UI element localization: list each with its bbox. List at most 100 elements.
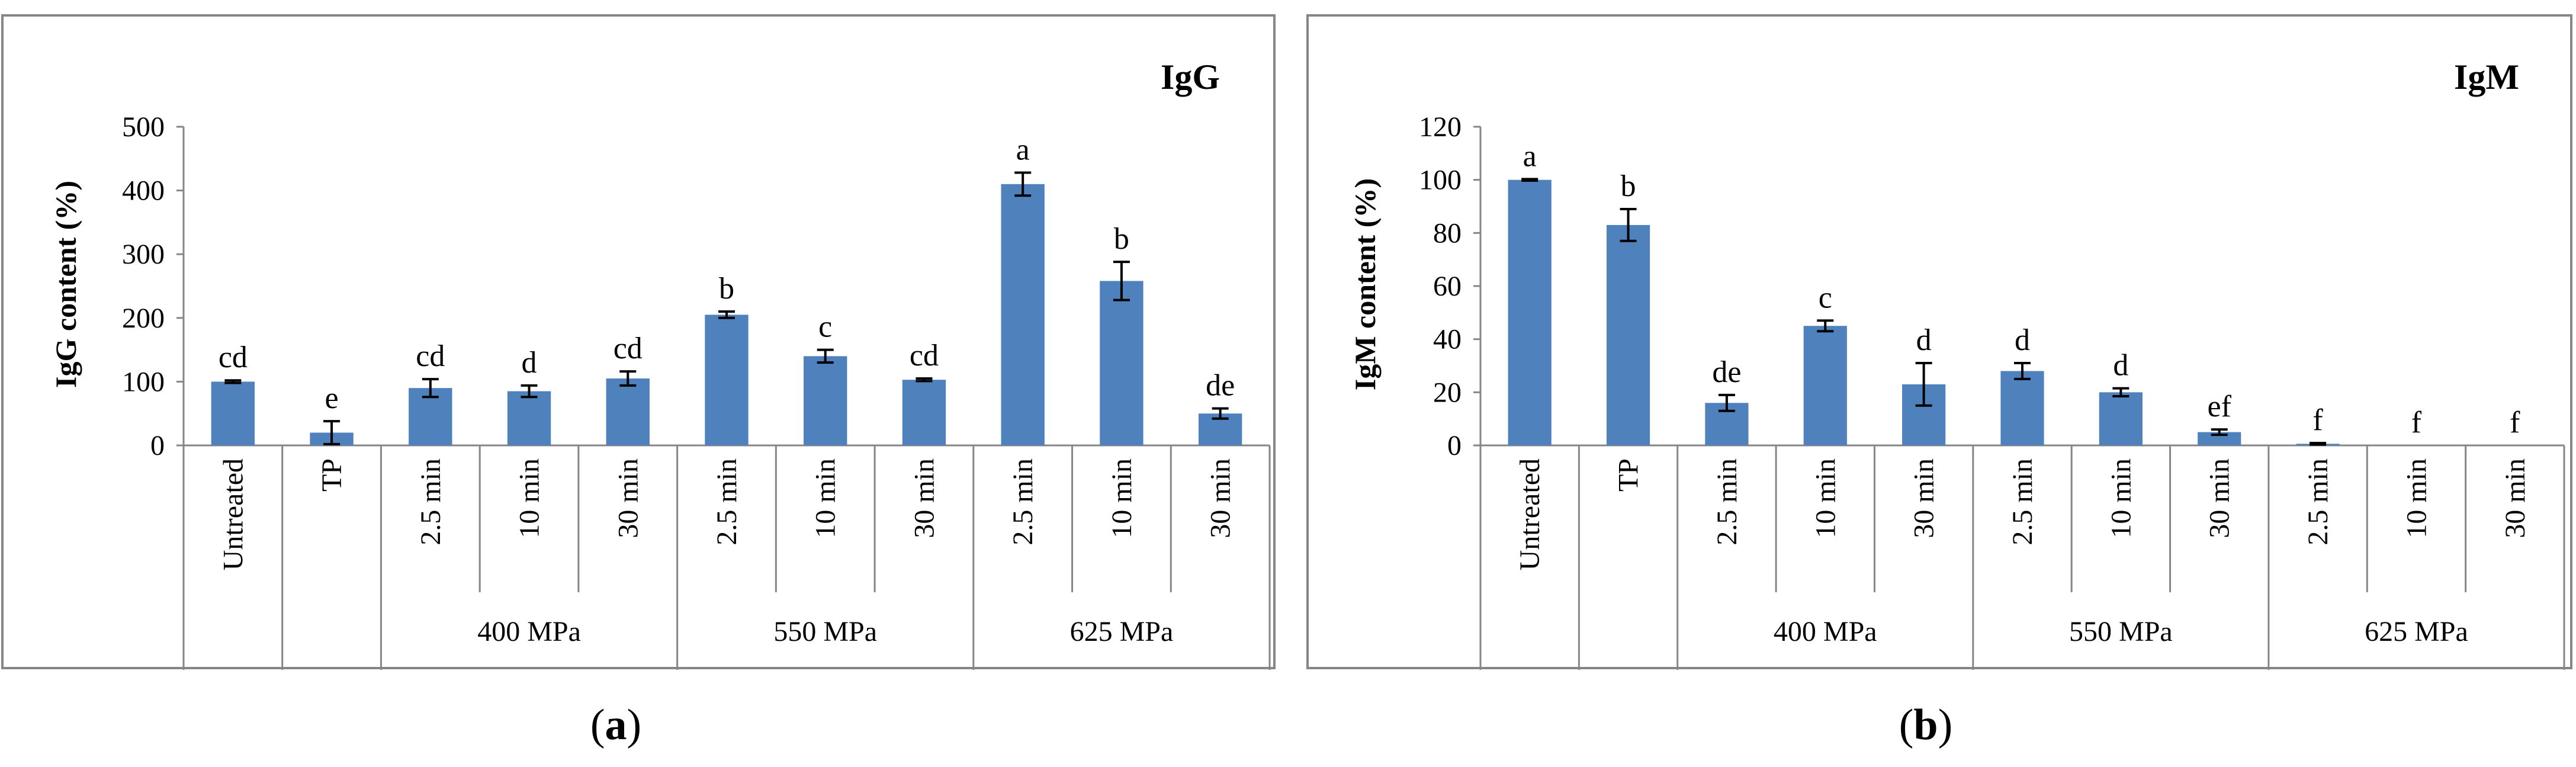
igm-y-tick-label: 120 [1419,111,1462,143]
igm-error-bar-1 [1521,178,1538,182]
igm-significance-label: de [1712,355,1741,389]
igm-y-tick-label: 60 [1433,271,1462,302]
igg-category-label: 10 min [810,458,841,538]
igg-error-bar-6 [718,310,735,319]
igg-bar-5 [606,378,650,445]
igm-significance-label: d [2015,323,2030,357]
igg-category-label: 30 min [1205,458,1236,538]
igg-error-bar-1 [224,379,242,384]
igg-category-label: Untreated [217,458,249,570]
igg-y-tick-label: 0 [150,430,165,461]
igm-error-bar-5 [1915,362,1932,407]
igm-error-bar-3 [1718,393,1735,412]
igg-y-tick-label: 400 [122,175,165,207]
igm-category-label: 10 min [2105,458,2137,538]
igm-category-label: 30 min [2500,458,2531,538]
igg-bar-9 [1001,184,1045,445]
igg-group-label: 625 MPa [1070,616,1174,647]
igg-error-bar-10 [1113,261,1130,301]
igm-bar-7 [2099,392,2143,445]
igm-significance-label: f [2312,403,2323,437]
igm-error-bar-6 [2014,362,2031,380]
igg-significance-label: b [1114,222,1129,256]
igm-category-label: TP [1613,458,1644,492]
igg-significance-label: e [325,381,339,415]
igm-chart-frame [1306,14,2572,669]
igm-significance-label: c [1819,281,1832,314]
igg-y-axis-label: IgG content (%) [49,181,82,388]
igg-chart-frame [1,14,1276,669]
igg-error-bar-8 [916,377,933,383]
igg-significance-label: cd [910,339,939,373]
igm-error-bar-4 [1817,319,1834,333]
igg-bar-6 [705,314,749,445]
igg-bar-4 [507,391,551,445]
igm-y-tick-label: 80 [1433,217,1462,249]
igg-group-label: 550 MPa [773,616,877,647]
igm-error-bar-9 [2310,441,2327,446]
igg-significance-label: de [1206,369,1235,403]
igg-category-label: 2.5 min [415,458,447,545]
igg-bar-8 [902,380,946,445]
igg-chart-title: IgG [1161,57,1220,97]
igm-category-label: 30 min [1909,458,1940,538]
igg-category-label: 10 min [1106,458,1138,538]
igg-category-label: TP [316,458,348,492]
igm-group-label: 550 MPa [2069,616,2173,647]
igm-error-bar-2 [1620,207,1637,242]
igg-panel-label: (a) [590,701,641,749]
igg-error-bar-4 [521,384,538,399]
igg-category-label: 2.5 min [1007,458,1039,545]
igm-category-label: Untreated [1514,458,1546,570]
igm-category-label: 30 min [2204,458,2235,538]
igg-significance-label: a [1016,133,1030,166]
igg-significance-label: b [719,272,734,306]
igm-significance-label: f [2411,406,2422,439]
igm-error-bar-7 [2112,387,2129,398]
igg-error-bar-11 [1212,407,1229,420]
igg-category-label: 10 min [514,458,545,538]
igg-significance-label: c [818,310,832,344]
igm-significance-label: a [1523,139,1537,173]
igm-bar-2 [1606,224,1650,445]
igm-group-label: 625 MPa [2365,616,2468,647]
igm-category-label: 2.5 min [1711,458,1743,545]
igm-error-bar-8 [2211,428,2228,437]
igg-significance-label: cd [416,339,445,373]
igg-category-label: 30 min [908,458,940,538]
igg-category-label: 2.5 min [711,458,743,545]
igm-group-label: 400 MPa [1774,616,1877,647]
igg-y-tick-label: 300 [122,239,165,270]
igm-category-label: 2.5 min [2302,458,2334,545]
igm-bar-8 [2198,432,2241,445]
igm-category-label: 2.5 min [2007,458,2038,545]
igg-y-tick-label: 100 [122,366,165,397]
igg-error-bar-3 [422,378,439,399]
igm-significance-label: d [2113,349,2128,383]
igg-bar-1 [211,381,255,445]
igg-significance-label: cd [219,341,248,374]
igm-chart-panel: IgM IgM content (%) 0 20 40 60 80 100 120 a Untrea… [1306,14,2572,749]
igm-panel-label: (b) [1899,701,1952,749]
igm-category-label: 10 min [1810,458,1841,538]
igg-y-tick-label: 500 [122,111,165,143]
igm-y-tick-label: 20 [1433,377,1462,408]
igm-significance-label: d [1916,323,1932,357]
igg-significance-label: cd [614,332,643,365]
igm-category-label: 10 min [2401,458,2432,538]
igm-bar-1 [1508,179,1552,445]
igm-y-tick-label: 0 [1447,430,1462,461]
igg-bar-7 [804,356,847,445]
igm-y-tick-label: 100 [1419,165,1462,196]
igg-significance-label: d [522,346,537,380]
igg-error-bar-2 [323,420,341,445]
igm-significance-label: b [1621,169,1636,203]
igg-error-bar-9 [1014,171,1032,197]
igg-y-tick-label: 200 [122,303,165,334]
igg-error-bar-5 [619,370,637,387]
igm-chart-title: IgM [2454,57,2519,97]
igm-bar-4 [1803,326,1847,445]
igg-category-label: 30 min [612,458,644,538]
